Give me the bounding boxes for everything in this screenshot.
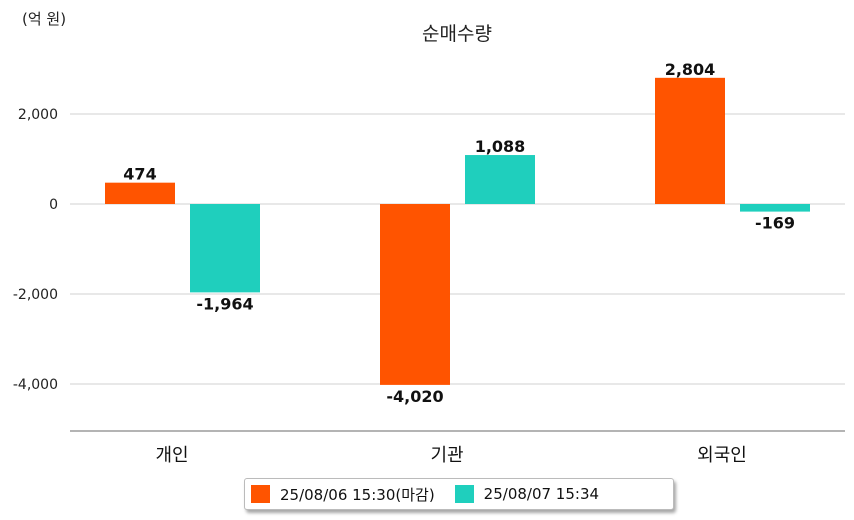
x-tick-label: 외국인 — [697, 445, 747, 466]
data-label: -169 — [755, 214, 795, 233]
x-tick-label: 기관 — [430, 445, 463, 466]
bar — [380, 204, 450, 385]
data-label: -1,964 — [196, 294, 253, 313]
y-tick-label: 0 — [49, 197, 58, 213]
data-label: 2,804 — [665, 60, 716, 79]
chart-legend: 25/08/06 15:30(마감) 25/08/07 15:34 — [244, 478, 674, 510]
legend-item-series-1[interactable]: 25/08/06 15:30(마감) — [251, 484, 435, 505]
legend-label-series-1: 25/08/06 15:30(마감) — [280, 485, 435, 504]
y-tick-label: -2,000 — [13, 287, 58, 303]
chart-title: 순매수량 — [422, 23, 492, 45]
x-tick-label: 개인 — [155, 445, 188, 466]
y-tick-label: 2,000 — [18, 107, 58, 123]
legend-item-series-2[interactable]: 25/08/07 15:34 — [454, 485, 600, 503]
data-label: 474 — [123, 165, 156, 184]
bar — [190, 204, 260, 293]
legend-swatch-series-1 — [251, 485, 270, 503]
unit-label: (억 원) — [22, 10, 67, 28]
y-tick-label: -4,000 — [13, 377, 58, 393]
bar — [655, 77, 725, 204]
data-label: -4,020 — [386, 387, 443, 406]
bar — [740, 204, 810, 212]
legend-swatch-series-2 — [454, 485, 474, 503]
bar — [465, 155, 535, 204]
bar — [105, 182, 175, 204]
legend-label-series-2: 25/08/07 15:34 — [483, 485, 600, 503]
data-label: 1,088 — [475, 137, 526, 156]
